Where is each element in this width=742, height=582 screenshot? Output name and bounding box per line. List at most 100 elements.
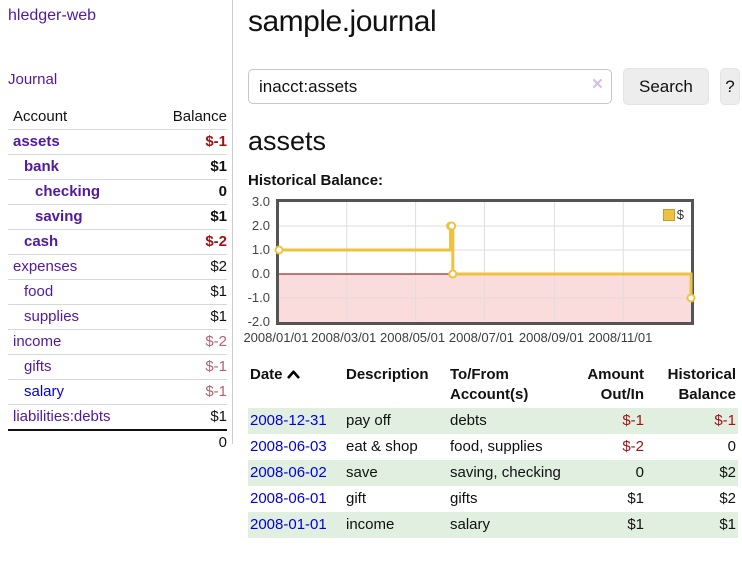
col-amount: Amount Out/In — [587, 366, 644, 403]
txn-amount: $1 — [627, 490, 644, 507]
txn-amount: $-1 — [622, 412, 644, 429]
app-brand-link[interactable]: hledger-web — [8, 7, 97, 24]
account-balance: $1 — [146, 279, 227, 305]
transactions-table: Date Description To/From Account(s) Amou… — [248, 363, 738, 538]
account-balance: $1 — [146, 204, 227, 230]
txn-balance: $-1 — [714, 412, 736, 429]
y-axis-tick-label: -1.0 — [247, 290, 270, 305]
txn-accounts: gifts — [450, 490, 478, 507]
accounts-total-row: 0 — [8, 429, 227, 455]
transaction-row[interactable]: 2008-06-02 save saving, checking 0 $2 — [248, 460, 738, 486]
search-box: × — [248, 69, 612, 104]
y-axis-tick-label: 0.0 — [251, 266, 270, 281]
account-row: assets $-1 — [8, 129, 227, 155]
chart-title: Historical Balance: — [248, 172, 384, 189]
txn-date: 2008-06-01 — [248, 486, 344, 512]
sort-ascending-icon — [286, 370, 300, 379]
y-axis-tick-label: -2.0 — [247, 314, 270, 329]
account-rows: assets $-1 bank $1 checking 0 saving $1 cash $-2 e… — [8, 129, 227, 430]
txn-date-link[interactable]: 2008-06-03 — [250, 438, 327, 455]
account-heading: assets — [248, 126, 327, 156]
col-balance: Historical Balance — [667, 366, 736, 403]
txn-accounts: food, supplies — [450, 438, 543, 455]
account-row: liabilities:debts $1 — [8, 404, 227, 430]
txn-description: pay off — [346, 412, 391, 429]
txn-date-link[interactable]: 2008-01-01 — [250, 516, 327, 533]
transaction-rows: 2008-12-31 pay off debts $-1 $-1 2008-06-03 ea… — [248, 408, 738, 538]
account-link[interactable]: salary — [24, 383, 65, 400]
accounts-table: Account Balance assets $-1 bank $1 checking 0… — [8, 106, 227, 455]
search-form: × Search ? — [248, 68, 740, 105]
account-balance: $2 — [146, 254, 227, 280]
transaction-row[interactable]: 2008-06-01 gift gifts $1 $2 — [248, 486, 738, 512]
txn-balance: $1 — [719, 516, 736, 533]
account-balance: $-2 — [146, 329, 227, 355]
txn-date-link[interactable]: 2008-12-31 — [250, 412, 327, 429]
txn-description: eat & shop — [346, 438, 418, 455]
clear-search-icon[interactable]: × — [591, 74, 603, 95]
accounts-col-balance: Balance — [172, 108, 227, 125]
transaction-row[interactable]: 2008-01-01 income salary $1 $1 — [248, 512, 738, 538]
y-axis-tick-label: 2.0 — [251, 218, 270, 233]
account-row: food $1 — [8, 279, 227, 305]
x-axis-tick-label: 2008/07/01 — [448, 330, 514, 345]
account-balance: $1 — [146, 404, 227, 430]
account-balance: $-1 — [146, 354, 227, 380]
txn-balance: $2 — [719, 490, 736, 507]
x-axis-tick-label: 2008/09/01 — [518, 330, 584, 345]
txn-description: save — [346, 464, 378, 481]
txn-accounts: saving, checking — [450, 464, 561, 481]
account-row: gifts $-1 — [8, 354, 227, 380]
search-input[interactable] — [248, 69, 612, 104]
x-axis-tick-label: 2008/05/01 — [380, 330, 446, 345]
transaction-row[interactable]: 2008-06-03 eat & shop food, supplies $-2 0 — [248, 434, 738, 460]
account-link[interactable]: supplies — [24, 308, 80, 325]
account-link[interactable]: assets — [13, 133, 60, 150]
account-link[interactable]: liabilities:debts — [13, 408, 111, 425]
x-axis-tick-label: 2008/03/01 — [311, 330, 377, 345]
account-link[interactable]: income — [13, 333, 62, 350]
account-balance: 0 — [146, 179, 227, 205]
col-accounts: To/From Account(s) — [450, 366, 529, 403]
account-link[interactable]: saving — [35, 208, 83, 225]
txn-date: 2008-01-01 — [248, 512, 344, 538]
txn-date: 2008-12-31 — [248, 408, 344, 434]
account-row: income $-2 — [8, 329, 227, 355]
account-balance: $1 — [146, 154, 227, 180]
historical-balance-chart: 3.0 2.0 1.0 0.0 -1.0 -2.0 $ 2008/01/01 2008/03… — [242, 194, 740, 351]
account-row: salary $-1 — [8, 379, 227, 405]
account-balance: $1 — [146, 304, 227, 330]
txn-date: 2008-06-03 — [248, 434, 344, 460]
account-link[interactable]: bank — [24, 158, 60, 175]
col-date-sortable[interactable]: Date — [248, 363, 344, 408]
txn-date: 2008-06-02 — [248, 460, 344, 486]
transaction-row[interactable]: 2008-12-31 pay off debts $-1 $-1 — [248, 408, 738, 434]
account-link[interactable]: gifts — [24, 358, 52, 375]
y-axis-tick-label: 1.0 — [251, 242, 270, 257]
account-balance: $-1 — [146, 129, 227, 155]
account-link[interactable]: expenses — [13, 258, 78, 275]
accounts-col-account: Account — [13, 108, 68, 125]
account-balance: $-2 — [146, 229, 227, 255]
account-link[interactable]: food — [24, 283, 54, 300]
txn-accounts: debts — [450, 412, 487, 429]
help-button[interactable]: ? — [719, 68, 740, 105]
search-button[interactable]: Search — [623, 68, 709, 105]
chart-plot: $ — [274, 199, 696, 325]
txn-description: income — [346, 516, 395, 533]
account-row: saving $1 — [8, 204, 227, 230]
account-link[interactable]: cash — [24, 233, 59, 250]
sidebar-item-journal[interactable]: Journal — [8, 71, 58, 88]
y-axis-tick-label: 3.0 — [251, 194, 270, 209]
main-content: sample.journal × Search ? assets Histori… — [243, 0, 740, 538]
txn-date-link[interactable]: 2008-06-01 — [250, 490, 327, 507]
txn-balance: $2 — [719, 464, 736, 481]
x-axis-tick-label: 2008/01/01 — [243, 330, 309, 345]
account-row: bank $1 — [8, 154, 227, 180]
legend-label: $ — [676, 207, 684, 222]
accounts-total-value: 0 — [146, 429, 227, 455]
txn-balance: 0 — [727, 438, 736, 455]
txn-date-link[interactable]: 2008-06-02 — [250, 464, 327, 481]
account-link[interactable]: checking — [35, 183, 101, 200]
